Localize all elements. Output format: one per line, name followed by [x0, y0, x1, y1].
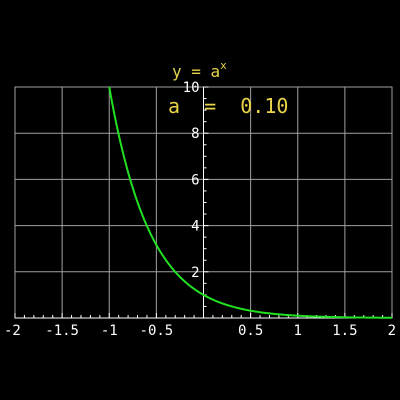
x-tick-label: -0.5 — [140, 323, 174, 339]
axes — [14, 86, 393, 319]
tick-labels: -2 -1.5 -1 -0.5 0.5 1 1.5 2 2 4 6 8 10 — [4, 80, 396, 339]
x-tick-label: 1 — [294, 323, 302, 339]
series-curve — [108, 86, 393, 319]
x-tick-label: -2 — [4, 323, 21, 339]
chart-title: y = ax — [172, 59, 227, 81]
x-tick-label: 1.5 — [332, 323, 357, 339]
parameter-label: a = 0.10 — [168, 94, 288, 118]
x-tick-label: -1 — [101, 323, 118, 339]
y-tick-label: 10 — [183, 80, 200, 96]
y-tick-label: 2 — [191, 265, 199, 281]
x-tick-label: 0.5 — [238, 323, 263, 339]
y-tick-label: 6 — [191, 172, 199, 188]
x-tick-label: 2 — [388, 323, 396, 339]
curve-layer — [108, 86, 393, 319]
title-exponent: x — [220, 59, 227, 72]
y-tick-label: 8 — [191, 126, 199, 142]
x-tick-label: -1.5 — [45, 323, 79, 339]
y-tick-label: 4 — [191, 219, 199, 235]
title-base: y = a — [172, 62, 220, 81]
